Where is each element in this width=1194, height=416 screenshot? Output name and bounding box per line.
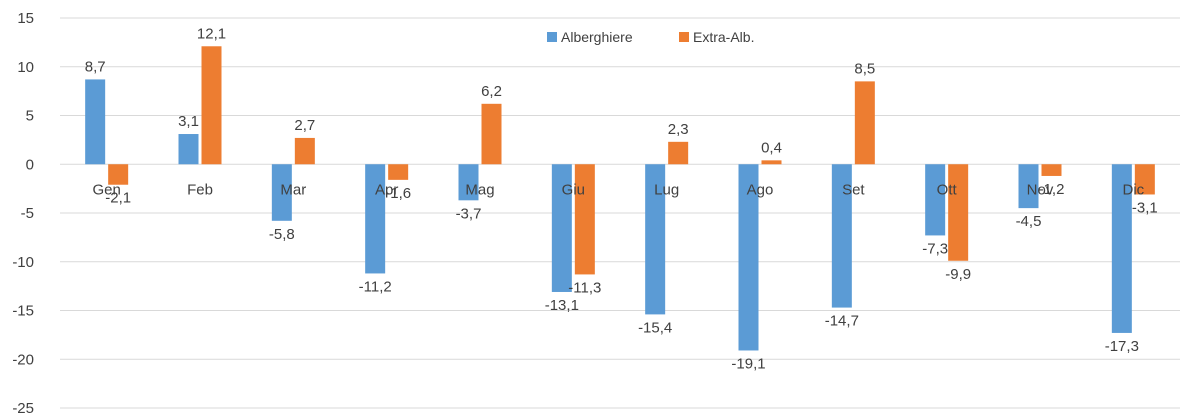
data-label: 2,3 [668,121,689,138]
bar-alberghiere-giu [551,164,572,292]
bars [85,46,1155,351]
bar-alberghiere-dic [1111,164,1132,333]
x-category-label: Ago [747,181,774,198]
bar-extra-alb-lug [668,141,689,165]
y-tick-label: -5 [21,205,34,222]
data-label: 8,7 [85,58,106,75]
y-tick-label: -20 [12,351,34,368]
bar-alberghiere-set [831,164,852,308]
data-labels: 8,7 -2,1 3,1 12,1 -5,8 2,7 -11,2 -1,6 -3,7 6,2 -13… [85,25,1158,372]
y-tick-label: 15 [17,10,34,27]
legend-swatch-alberghiere [547,32,557,42]
legend: Alberghiere Extra-Alb. [547,29,754,45]
data-label: -1,2 [1039,181,1065,198]
data-label: -1,6 [385,185,411,202]
x-category-label: Apr [375,181,398,198]
bar-alberghiere-gen [85,79,106,165]
data-label: -19,1 [731,355,765,372]
data-label: -14,7 [825,313,859,330]
legend-label-alberghiere: Alberghiere [561,29,633,45]
legend-swatch-extra-alb [679,32,689,42]
x-category-label: Lug [654,181,679,198]
bar-extra-alb-ott [948,164,969,261]
x-category-label: Feb [187,181,213,198]
y-tick-label: 5 [26,108,34,125]
data-label: 2,7 [294,117,315,134]
data-label: -2,1 [105,190,131,207]
bar-extra-alb-apr [388,164,409,180]
x-category-label: Dic [1122,181,1144,198]
bar-extra-alb-feb [201,46,222,165]
data-label: 0,4 [761,139,782,156]
bar-alberghiere-ago [738,164,759,351]
data-label: -13,1 [545,297,579,314]
bar-alberghiere-apr [365,164,386,274]
data-label: -4,5 [1016,213,1042,230]
bar-extra-alb-dic [1134,164,1155,195]
data-label: -15,4 [638,319,672,336]
data-label: -7,3 [922,240,948,257]
bar-extra-alb-nov [1041,164,1062,176]
x-category-label: Giu [562,181,585,198]
data-label: 8,5 [854,60,875,77]
y-tick-label: -25 [12,400,34,416]
data-label: 6,2 [481,83,502,100]
bar-extra-alb-giu [574,164,595,275]
data-label: -11,2 [359,278,392,295]
bar-alberghiere-ott [925,164,946,236]
y-axis-tick-labels: 15 10 5 0 -5 -10 -15 -20 -25 [12,10,34,416]
y-tick-label: 0 [26,156,34,173]
gridlines [60,17,1180,409]
bar-alberghiere-mag [458,164,479,201]
y-tick-label: -10 [12,254,34,271]
bar-alberghiere-mar [271,164,292,221]
legend-label-extra-alb: Extra-Alb. [693,29,754,45]
bar-alberghiere-lug [645,164,666,315]
data-label: -5,8 [269,226,295,243]
x-axis-category-labels: Gen Feb Mar Apr Mag Giu Lug Ago Set Ott Nov Dic [92,181,1144,198]
bar-extra-alb-gen [108,164,129,185]
bar-alberghiere-nov [1018,164,1039,209]
bar-extra-alb-set [854,81,875,165]
bar-extra-alb-ago [761,160,782,165]
x-category-label: Set [842,181,865,198]
x-category-label: Mag [465,181,494,198]
bar-alberghiere-feb [178,134,199,165]
x-category-label: Gen [92,181,120,198]
data-label: -3,1 [1132,199,1158,216]
x-category-label: Nov [1027,181,1054,198]
data-label: 12,1 [197,25,226,42]
x-category-label: Ott [937,181,958,198]
y-tick-label: 10 [17,59,34,76]
data-label: -3,7 [456,205,482,222]
data-label: 3,1 [178,113,199,130]
bar-extra-alb-mar [294,137,315,165]
x-category-label: Mar [280,181,306,198]
bar-extra-alb-mag [481,103,502,165]
y-tick-label: -15 [12,303,34,320]
data-label: -9,9 [945,266,971,283]
data-label: -17,3 [1105,338,1139,355]
data-label: -11,3 [568,279,601,296]
